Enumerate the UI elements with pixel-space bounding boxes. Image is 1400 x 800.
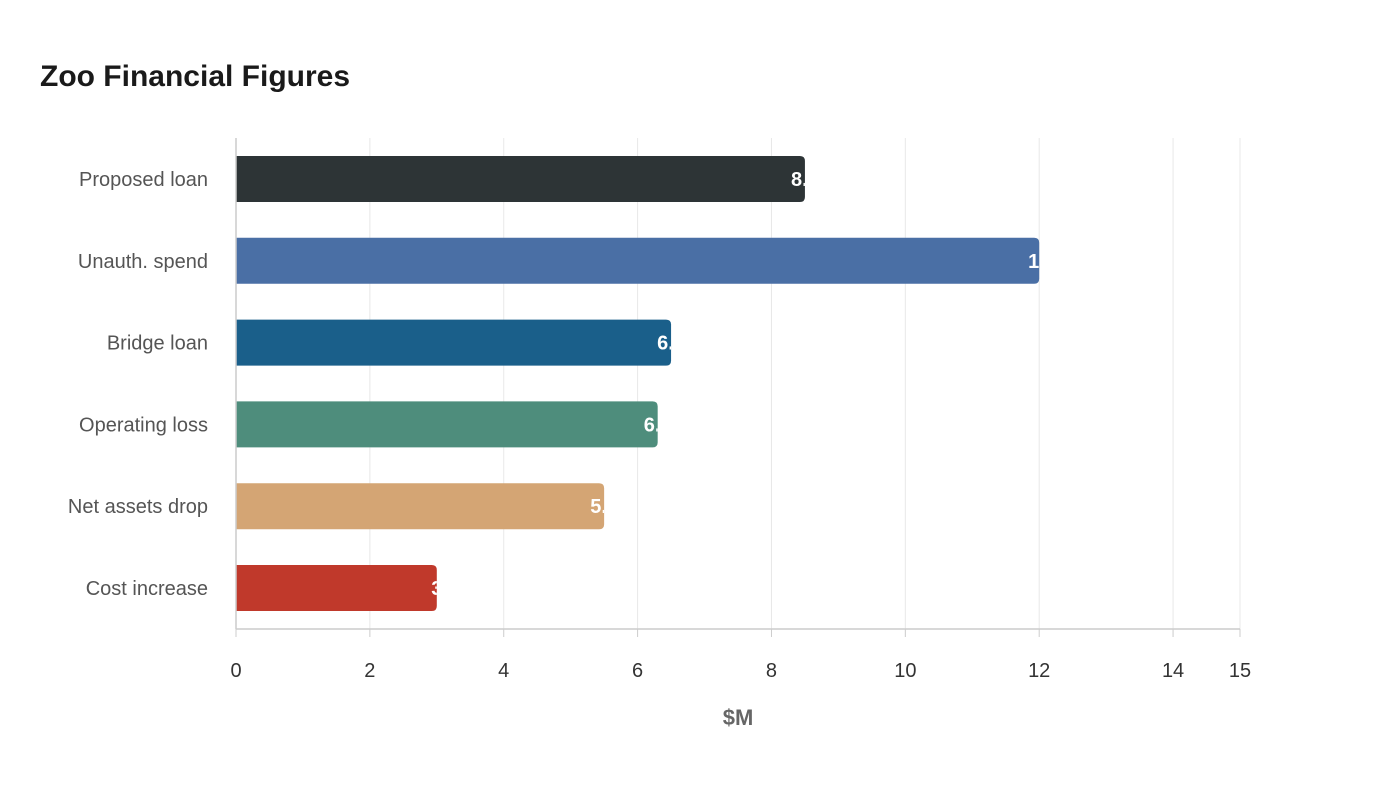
x-tick-label: 0 [230,660,241,682]
data-label: 12 [1028,251,1050,273]
category-label: Cost increase [86,578,208,600]
grid [369,138,1241,629]
x-tick-label: 12 [1028,660,1050,682]
x-axis-title: $M [723,705,754,730]
data-label: 8.5 [791,169,819,191]
category-label: Bridge loan [107,333,208,355]
x-tick-label: 6 [632,660,643,682]
bar [236,565,437,611]
category-labels: Proposed loan Unauth. spend Bridge loan Ope… [68,169,208,600]
x-tick-label: 14 [1162,660,1184,682]
x-tick-label: 10 [894,660,916,682]
x-tick-label: 15 [1229,660,1251,682]
chart-title: Zoo Financial Figures [40,60,351,93]
bar [236,156,805,202]
bar [236,401,658,448]
bar [236,319,672,366]
category-label: Unauth. spend [78,251,208,273]
tick-labels: 0 2 4 6 8 10 12 14 15 [230,660,1251,682]
bars [236,156,1040,611]
data-label: 6.5 [657,333,685,355]
x-tick-label: 8 [766,660,777,682]
category-label: Net assets drop [68,496,208,518]
x-tick-label: 2 [364,660,375,682]
axes [235,138,1241,637]
data-label: 5.5 [590,496,618,518]
bar [236,483,605,530]
data-label: 3 [431,578,442,600]
data-labels: 8.5 12 6.5 6.3 5.5 3 [431,169,1050,600]
x-tick-label: 4 [498,660,509,682]
category-label: Proposed loan [79,169,208,191]
category-label: Operating loss [79,414,208,436]
bar [236,237,1040,284]
data-label: 6.3 [644,414,672,436]
